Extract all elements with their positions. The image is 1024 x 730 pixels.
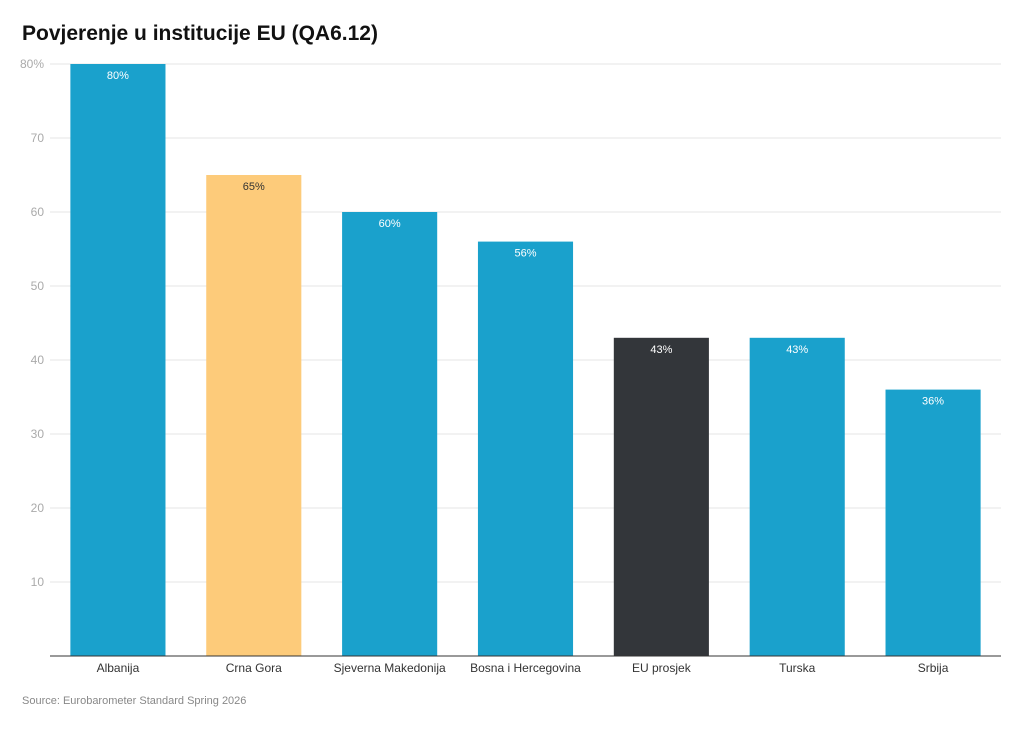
data-label: 36%: [922, 396, 944, 408]
bar: [885, 389, 981, 656]
y-tick-label: 80%: [20, 57, 44, 71]
y-tick-label: 60: [31, 205, 45, 219]
source-note: Source: Eurobarometer Standard Spring 20…: [22, 695, 247, 707]
bar: [342, 212, 438, 656]
x-tick-label: Turska: [779, 661, 816, 675]
y-tick-label: 30: [31, 427, 45, 441]
bar-chart: 10 20 30 40 50 60 70 80% 80% Albanija 65% Crna Gora…: [20, 57, 1001, 675]
x-tick-label: Crna Gora: [226, 661, 282, 675]
data-label: 60%: [379, 218, 401, 230]
data-label: 80%: [107, 70, 129, 82]
y-tick-label: 10: [31, 575, 45, 589]
y-tick-label: 50: [31, 279, 45, 293]
data-label: 43%: [786, 344, 808, 356]
data-label: 56%: [514, 248, 536, 260]
y-tick-label: 70: [31, 131, 45, 145]
bar: [749, 337, 845, 656]
data-label: 65%: [243, 181, 265, 193]
y-tick-label: 40: [31, 353, 45, 367]
bar: [70, 64, 166, 656]
chart-title: Povjerenje u institucije EU (QA6.12): [22, 22, 378, 45]
bar: [613, 337, 709, 656]
x-tick-label: Sjeverna Makedonija: [334, 661, 446, 675]
bar: [477, 241, 574, 656]
bar: [206, 175, 302, 656]
y-tick-label: 20: [31, 501, 45, 515]
x-tick-label: Srbija: [918, 661, 949, 675]
x-tick-label: Albanija: [97, 661, 140, 675]
x-tick-label: Bosna i Hercegovina: [470, 661, 581, 675]
x-tick-label: EU prosjek: [632, 661, 692, 675]
data-label: 43%: [650, 344, 672, 356]
